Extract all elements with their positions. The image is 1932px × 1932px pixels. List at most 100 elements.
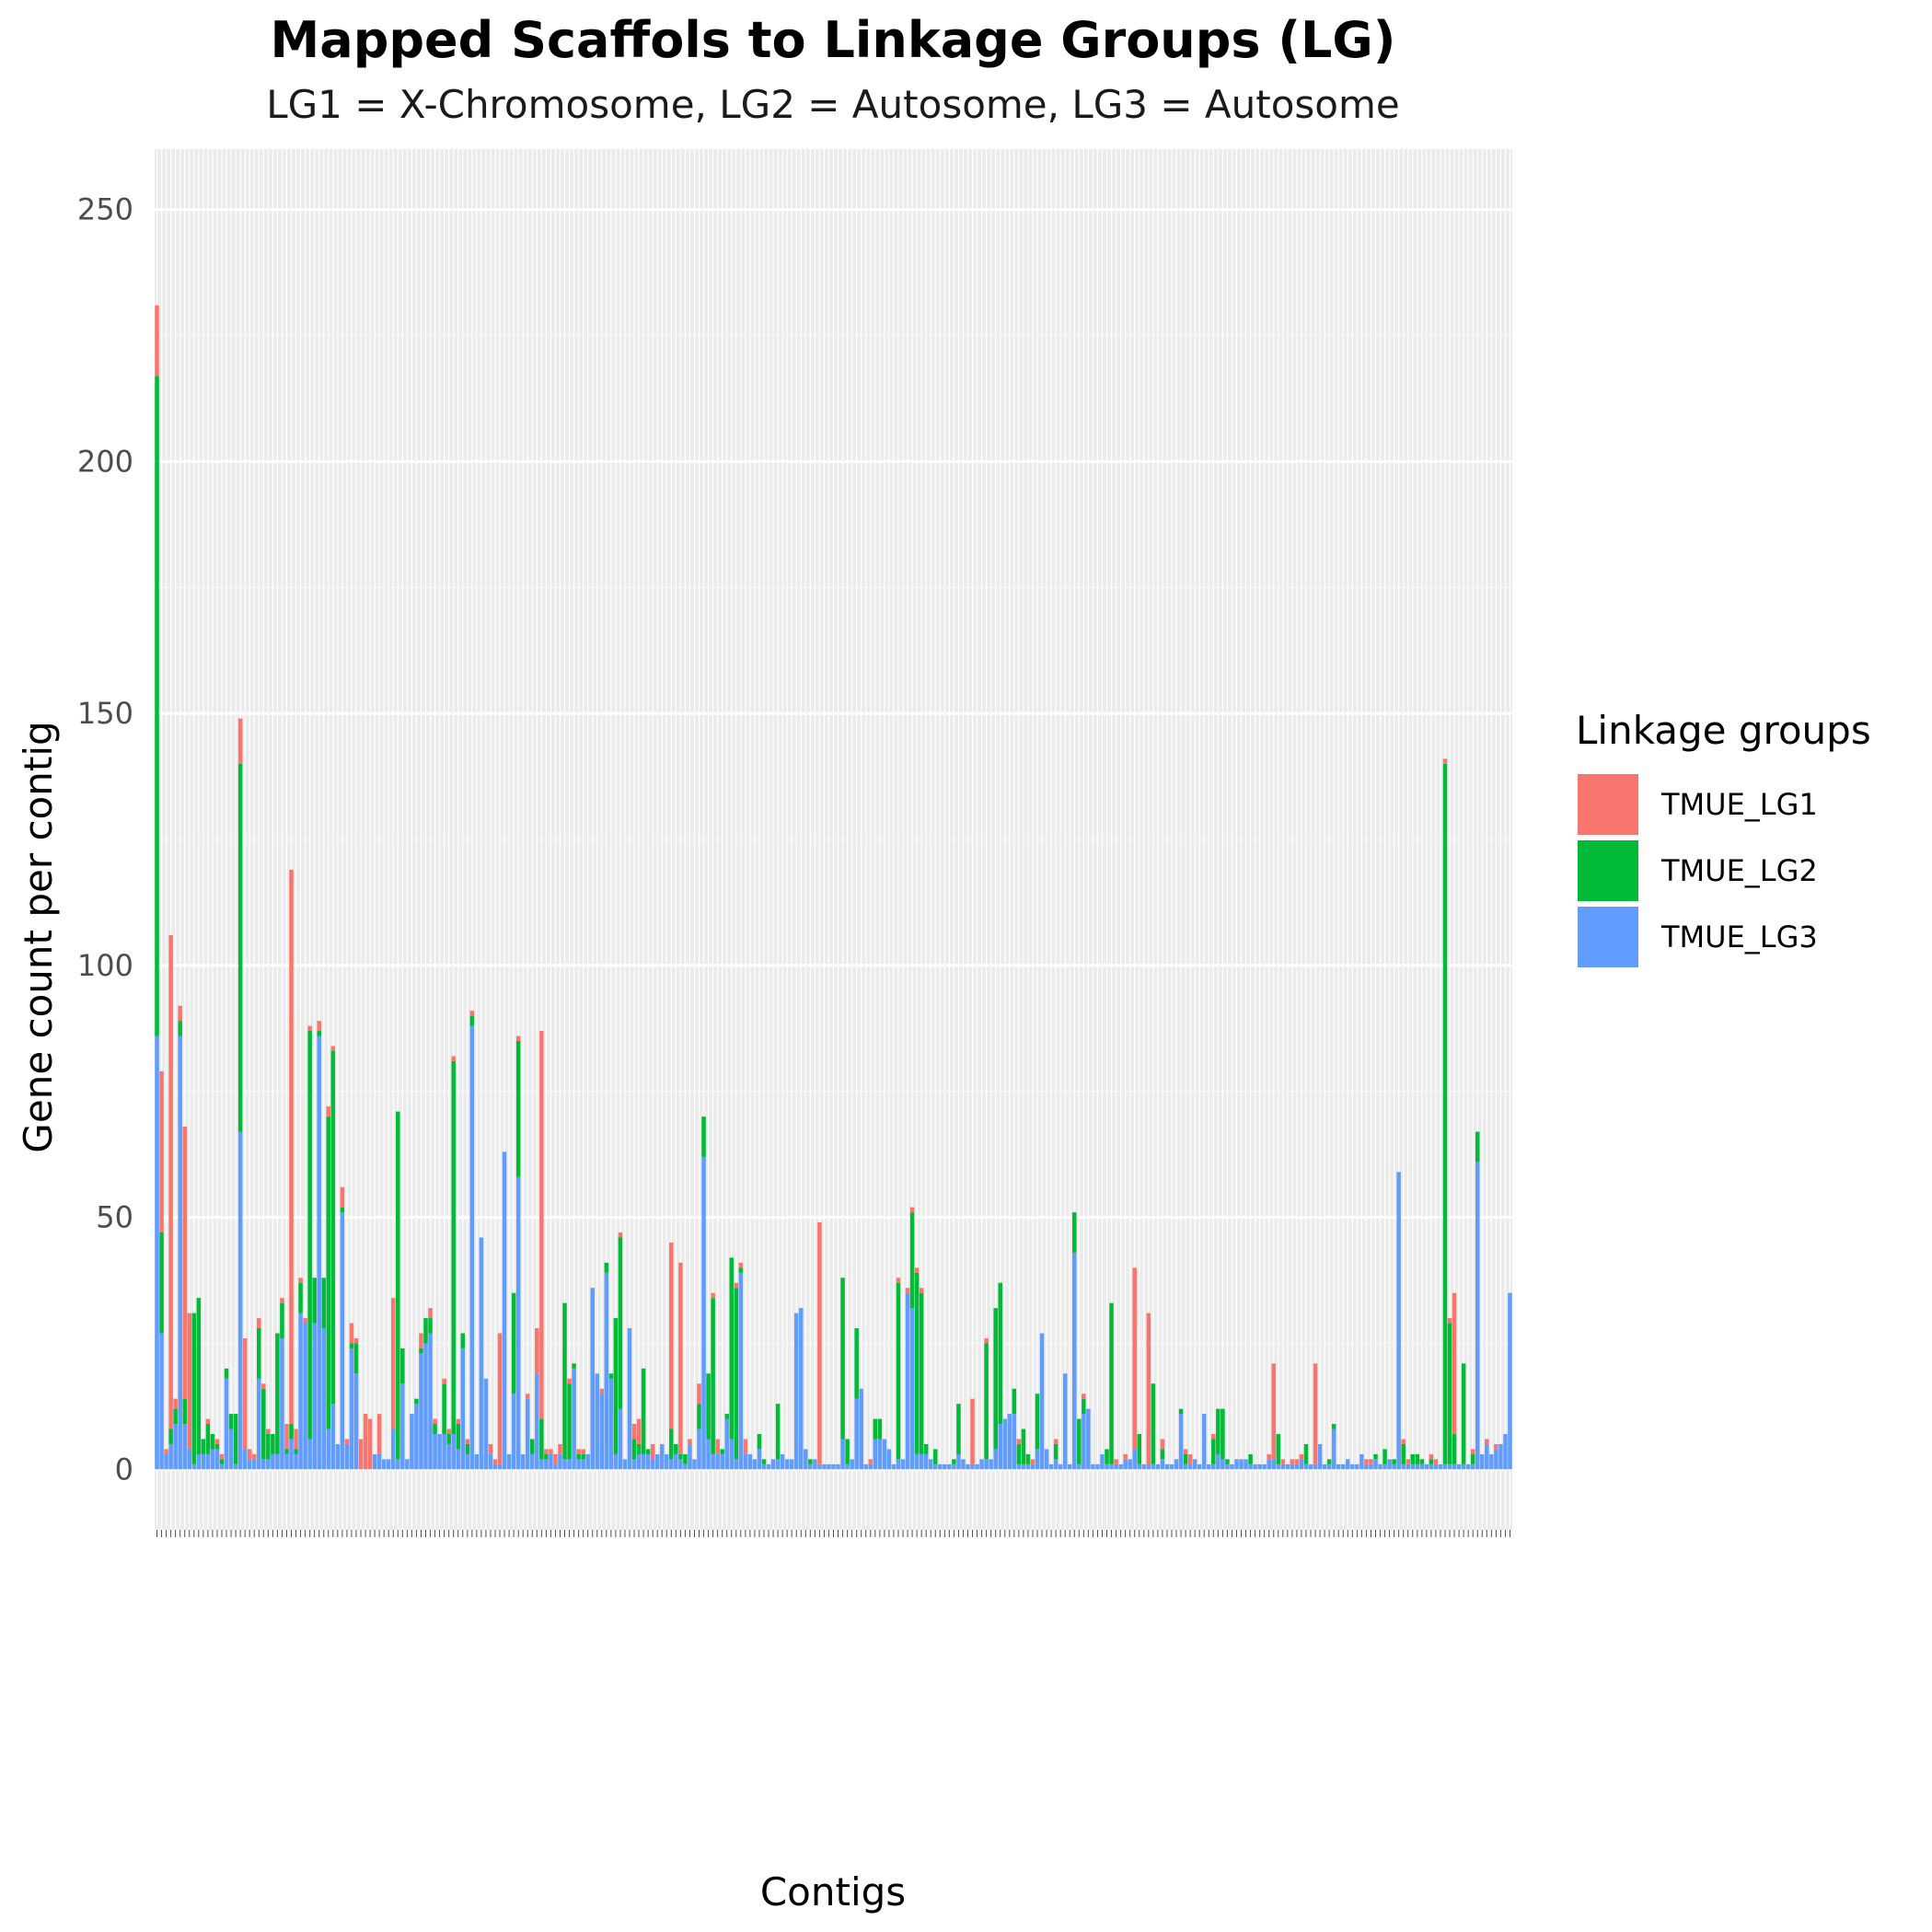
bar-segment-tmue-lg2 (775, 1404, 781, 1460)
bar-segment-tmue-lg1 (219, 1453, 225, 1460)
bar-segment-tmue-lg2 (428, 1318, 433, 1334)
bar-segment-tmue-lg3 (817, 1463, 822, 1470)
bar-segment-tmue-lg3 (1012, 1414, 1017, 1470)
bar-segment-tmue-lg1 (242, 1337, 248, 1450)
chart-title: Mapped Scaffols to Linkage Groups (LG) (271, 11, 1396, 69)
bar-segment-tmue-lg1 (155, 305, 159, 376)
bar-segment-tmue-lg2 (294, 1449, 298, 1454)
bar-segment-tmue-lg3 (900, 1459, 906, 1470)
bar-segment-tmue-lg3 (1174, 1459, 1179, 1470)
legend-swatch-lg1 (1578, 774, 1638, 835)
bar-segment-tmue-lg1 (1123, 1453, 1128, 1460)
bar-segment-tmue-lg1 (525, 1394, 530, 1399)
bar-segment-tmue-lg2 (1160, 1449, 1165, 1460)
bar-segment-tmue-lg3 (1387, 1459, 1392, 1470)
bar-segment-tmue-lg1 (549, 1449, 553, 1454)
bar-segment-tmue-lg3 (590, 1288, 595, 1470)
bar-segment-tmue-lg1 (446, 1429, 451, 1434)
bar-segment-tmue-lg2 (757, 1433, 762, 1450)
bar-segment-tmue-lg3 (1346, 1459, 1350, 1470)
legend-swatch-lg3 (1578, 907, 1638, 967)
bar-segment-tmue-lg2 (1225, 1459, 1230, 1464)
bar-segment-tmue-lg3 (549, 1453, 553, 1470)
bar-segment-tmue-lg2 (271, 1433, 275, 1454)
bar-segment-tmue-lg2 (1442, 763, 1448, 1464)
bar-segment-tmue-lg3 (191, 1463, 197, 1470)
bar-segment-tmue-lg2 (724, 1414, 729, 1419)
bar-segment-tmue-lg3 (734, 1459, 739, 1470)
bar-segment-tmue-lg2 (257, 1328, 261, 1379)
bar-segment-tmue-lg1 (1132, 1267, 1137, 1450)
bar-segment-tmue-lg3 (419, 1353, 423, 1470)
bar-segment-tmue-lg3 (909, 1308, 915, 1470)
bar-segment-tmue-lg3 (1123, 1459, 1128, 1470)
bar-segment-tmue-lg3 (1359, 1453, 1364, 1470)
bar-segment-tmue-lg3 (608, 1378, 614, 1470)
bar-segment-tmue-lg3 (303, 1323, 307, 1470)
bar-segment-tmue-lg2 (678, 1453, 683, 1460)
bar-segment-tmue-lg3 (1151, 1463, 1156, 1470)
bar-segment-tmue-lg3 (1105, 1463, 1109, 1470)
bar-segment-tmue-lg2 (1105, 1449, 1109, 1464)
bar-segment-tmue-lg3 (631, 1459, 637, 1470)
bar-segment-tmue-lg3 (1331, 1429, 1336, 1470)
bar-segment-tmue-lg1 (214, 1439, 220, 1444)
bar-segment-tmue-lg3 (1480, 1453, 1485, 1470)
bar-segment-tmue-lg3 (178, 1035, 182, 1470)
legend-label-lg2: TMUE_LG2 (1660, 853, 1818, 888)
legend-label-lg3: TMUE_LG3 (1660, 920, 1818, 954)
bar-segment-tmue-lg2 (237, 763, 243, 1132)
bar-segment-tmue-lg3 (1109, 1463, 1114, 1470)
bar-segment-tmue-lg2 (266, 1433, 271, 1460)
bar-segment-tmue-lg3 (1164, 1463, 1170, 1470)
x-axis-title: Contigs (760, 1869, 906, 1915)
bar-segment-tmue-lg3 (1419, 1463, 1425, 1470)
bar-segment-tmue-lg2 (919, 1292, 924, 1454)
bar-segment-tmue-lg1 (544, 1449, 549, 1454)
bar-segment-tmue-lg3 (665, 1453, 669, 1470)
bar-segment-tmue-lg3 (1364, 1463, 1369, 1470)
bar-segment-tmue-lg3 (1230, 1463, 1234, 1470)
bar-segment-tmue-lg1 (390, 1298, 396, 1429)
bar-segment-tmue-lg3 (1475, 1162, 1480, 1470)
bar-segment-tmue-lg3 (932, 1463, 938, 1470)
bar-segment-tmue-lg1 (284, 1424, 289, 1450)
bar-segment-tmue-lg3 (1128, 1459, 1132, 1470)
bar-segment-tmue-lg3 (1433, 1463, 1439, 1470)
bar-segment-tmue-lg2 (178, 1021, 182, 1036)
bar-segment-tmue-lg3 (1221, 1459, 1225, 1470)
bar-segment-tmue-lg2 (1470, 1453, 1475, 1464)
bar-segment-tmue-lg2 (706, 1373, 711, 1440)
bar-segment-tmue-lg3 (1447, 1463, 1452, 1470)
bar-segment-tmue-lg3 (1082, 1414, 1086, 1470)
legend: Linkage groups TMUE_LG1 TMUE_LG2 TMUE_LG… (1576, 708, 1871, 967)
bar-segment-tmue-lg1 (187, 1313, 192, 1450)
bar-segment-tmue-lg2 (701, 1116, 706, 1157)
bar-segment-tmue-lg2 (734, 1288, 739, 1460)
bar-segment-tmue-lg3 (1470, 1463, 1475, 1470)
bar-segment-tmue-lg3 (210, 1449, 215, 1470)
bar-segment-tmue-lg3 (618, 1408, 623, 1470)
bar-segment-tmue-lg3 (1317, 1443, 1323, 1470)
bar-segment-tmue-lg1 (1053, 1439, 1059, 1444)
bar-segment-tmue-lg3 (446, 1443, 451, 1470)
bar-segment-tmue-lg3 (1077, 1463, 1082, 1470)
bar-segment-tmue-lg2 (567, 1383, 572, 1460)
bar-segment-tmue-lg3 (1350, 1463, 1355, 1470)
bar-segment-tmue-lg2 (618, 1237, 623, 1409)
bar-segment-tmue-lg2 (423, 1318, 428, 1344)
bar-segment-tmue-lg3 (863, 1463, 869, 1470)
bar-segment-tmue-lg2 (159, 1232, 164, 1334)
bar-segment-tmue-lg2 (1012, 1388, 1017, 1415)
bar-segment-tmue-lg2 (1016, 1443, 1022, 1464)
bar-segment-tmue-lg2 (1151, 1383, 1156, 1464)
bar-segment-tmue-lg3 (1290, 1463, 1295, 1470)
bar-segment-tmue-lg3 (1438, 1463, 1443, 1470)
bar-segment-tmue-lg3 (1248, 1463, 1253, 1470)
bar-segment-tmue-lg3 (766, 1463, 771, 1470)
bar-segment-tmue-lg2 (641, 1368, 646, 1454)
bar-segment-tmue-lg3 (390, 1429, 396, 1470)
bar-segment-tmue-lg3 (1267, 1459, 1271, 1470)
bar-segment-tmue-lg2 (1410, 1453, 1416, 1464)
bar-segment-tmue-lg1 (1494, 1443, 1498, 1450)
